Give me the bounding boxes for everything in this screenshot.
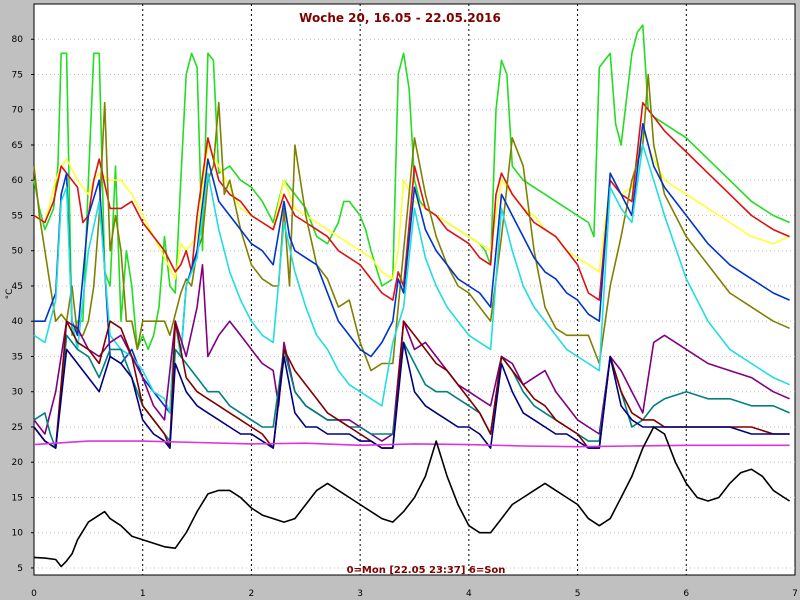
y-tick-label: 65 <box>12 141 23 151</box>
x-tick-label: 2 <box>249 589 255 599</box>
series-line-2 <box>33 130 790 280</box>
x-axis-label: 0=Mon [22.05 23:37] 6=Son <box>347 565 506 576</box>
series-line-4 <box>33 73 790 372</box>
y-tick-label: 5 <box>17 564 23 574</box>
x-tick-label: 0 <box>31 589 37 599</box>
y-tick-label: 60 <box>12 176 24 186</box>
series-line-3 <box>33 101 790 301</box>
y-tick-label: 55 <box>12 211 23 221</box>
y-tick-label: 25 <box>12 423 23 433</box>
y-tick-label: 15 <box>12 493 23 503</box>
x-tick-label: 5 <box>575 589 581 599</box>
y-tick-label: 50 <box>12 247 24 257</box>
series-line-1 <box>33 24 790 351</box>
x-tick-label: 1 <box>140 589 146 599</box>
y-axis-label: °C <box>5 289 15 300</box>
y-tick-label: 70 <box>12 106 24 116</box>
y-tick-labels: 5 10 15 20 25 30 35 40 45 50 55 60 65 70 75 80 <box>12 35 24 574</box>
x-tick-label: 3 <box>357 589 363 599</box>
series-group <box>33 24 791 568</box>
y-tick-label: 35 <box>12 352 23 362</box>
plot-area <box>33 3 796 576</box>
y-tick-label: 30 <box>12 388 24 398</box>
series-line-5 <box>34 123 790 414</box>
y-tick-label: 80 <box>12 35 24 45</box>
y-tick-label: 40 <box>12 317 24 327</box>
x-tick-label: 4 <box>466 589 472 599</box>
chart-title: Woche 20, 16.05 - 22.05.2016 <box>299 11 501 25</box>
y-tick-label: 20 <box>12 458 24 468</box>
series-line-12 <box>33 426 791 568</box>
series-line-6 <box>33 144 790 414</box>
x-tick-label: 6 <box>683 589 689 599</box>
y-tick-label: 10 <box>12 529 24 539</box>
x-tick-labels: 0 1 2 3 4 5 6 7 <box>31 589 798 599</box>
y-tick-label: 75 <box>12 70 23 80</box>
y-tick-label: 45 <box>12 282 23 292</box>
x-tick-label: 7 <box>792 589 798 599</box>
